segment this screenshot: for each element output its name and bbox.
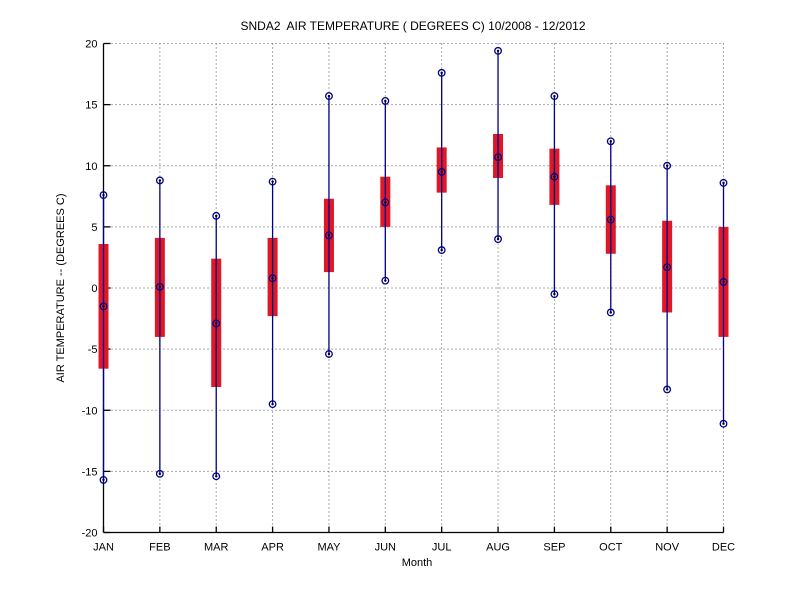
- x-tick-label: JAN: [93, 542, 114, 554]
- max-marker-icon-dot: [722, 181, 725, 185]
- mean-marker-icon-dot: [440, 170, 443, 174]
- x-tick-label: APR: [261, 542, 284, 554]
- mean-marker-icon: [663, 263, 672, 272]
- max-marker-icon: [325, 92, 333, 101]
- max-marker-icon-dot: [440, 71, 443, 75]
- mean-marker-icon: [99, 302, 108, 311]
- x-tick-label: MAR: [204, 542, 229, 554]
- chart-title: SNDA2 AIR TEMPERATURE ( DEGREES C) 10/20…: [240, 19, 586, 33]
- max-marker-icon-dot: [158, 179, 162, 182]
- mean-marker-icon: [550, 172, 559, 181]
- min-marker-icon: [99, 475, 108, 484]
- min-marker-icon: [606, 308, 615, 317]
- x-tick-label: OCT: [599, 542, 623, 554]
- max-marker-icon-dot: [665, 164, 669, 167]
- mean-marker-icon-dot: [553, 175, 556, 178]
- y-tick-label: 10: [85, 161, 97, 173]
- min-marker-icon-dot: [271, 402, 274, 406]
- y-tick-label: -20: [82, 528, 98, 540]
- mean-marker-icon: [494, 153, 502, 162]
- mean-marker-icon-dot: [327, 234, 331, 237]
- min-marker-icon-dot: [215, 475, 218, 478]
- min-marker-icon: [719, 419, 728, 428]
- min-marker-icon-dot: [440, 248, 443, 252]
- min-marker-icon-dot: [327, 352, 331, 356]
- x-tick-label: JUL: [432, 542, 452, 554]
- min-marker-icon-dot: [158, 472, 162, 476]
- max-marker-icon-dot: [215, 214, 218, 218]
- mean-marker-icon: [212, 319, 221, 328]
- min-marker-icon: [155, 469, 164, 478]
- max-marker-icon-dot: [271, 180, 274, 183]
- mean-marker-icon-dot: [158, 285, 162, 288]
- mean-marker-icon: [437, 167, 446, 176]
- max-marker-icon: [268, 177, 277, 186]
- mean-marker-icon-dot: [665, 266, 669, 269]
- y-tick-label: 20: [85, 39, 97, 51]
- min-marker-icon: [325, 350, 333, 358]
- min-marker-icon-dot: [553, 292, 556, 296]
- max-marker-icon-dot: [553, 94, 556, 98]
- x-tick-label: MAY: [317, 542, 341, 554]
- min-marker-icon: [550, 290, 559, 299]
- mean-marker-icon-dot: [271, 277, 274, 280]
- mean-marker-icon: [719, 277, 728, 286]
- y-tick-label: 0: [91, 283, 97, 295]
- max-marker-icon: [155, 176, 164, 185]
- min-marker-icon: [381, 276, 390, 285]
- mean-marker-icon: [381, 198, 390, 207]
- max-marker-icon: [663, 161, 672, 170]
- max-marker-icon-dot: [327, 94, 331, 98]
- max-marker-icon-dot: [384, 99, 387, 103]
- min-marker-icon-dot: [609, 311, 612, 314]
- y-tick-label: -10: [82, 405, 98, 417]
- mean-marker-icon-dot: [215, 322, 218, 325]
- max-marker-icon: [381, 97, 390, 105]
- max-marker-icon-dot: [609, 140, 612, 143]
- min-marker-icon: [212, 472, 221, 481]
- min-marker-icon-dot: [496, 237, 500, 241]
- min-marker-icon: [268, 400, 277, 409]
- max-marker-icon-dot: [102, 193, 105, 197]
- max-marker-icon: [719, 178, 728, 187]
- max-marker-icon: [437, 68, 446, 77]
- min-marker-icon-dot: [722, 422, 725, 425]
- x-tick-label: AUG: [486, 542, 510, 554]
- mean-marker-icon-dot: [496, 155, 500, 159]
- y-tick-label: -5: [88, 344, 98, 356]
- min-marker-icon-dot: [665, 388, 669, 391]
- max-marker-icon: [99, 191, 108, 200]
- x-tick-label: NOV: [655, 542, 680, 554]
- mean-marker-icon-dot: [609, 218, 612, 221]
- mean-marker-icon: [325, 231, 333, 240]
- mean-marker-icon-dot: [384, 201, 387, 204]
- x-axis-label: Month: [401, 557, 433, 569]
- y-tick-label: 5: [91, 222, 97, 234]
- x-tick-label: FEB: [149, 542, 170, 554]
- max-marker-icon-dot: [496, 49, 500, 53]
- y-tick-label: -15: [82, 466, 98, 478]
- mean-marker-icon: [155, 282, 164, 291]
- min-marker-icon: [663, 385, 672, 394]
- x-tick-label: DEC: [712, 542, 735, 554]
- min-marker-icon: [437, 246, 446, 255]
- min-marker-icon-dot: [384, 279, 387, 282]
- max-marker-icon: [550, 92, 559, 101]
- mean-marker-icon: [606, 215, 615, 224]
- x-tick-label: JUN: [375, 542, 396, 554]
- max-marker-icon: [212, 211, 221, 220]
- mean-marker-icon-dot: [722, 280, 725, 284]
- max-marker-icon: [494, 46, 502, 55]
- x-tick-label: SEP: [543, 542, 565, 554]
- mean-marker-icon-dot: [102, 305, 105, 308]
- min-marker-icon: [494, 235, 502, 244]
- min-marker-icon-dot: [102, 478, 105, 482]
- mean-marker-icon: [268, 274, 277, 283]
- max-marker-icon: [606, 137, 615, 146]
- y-tick-label: 15: [85, 100, 97, 112]
